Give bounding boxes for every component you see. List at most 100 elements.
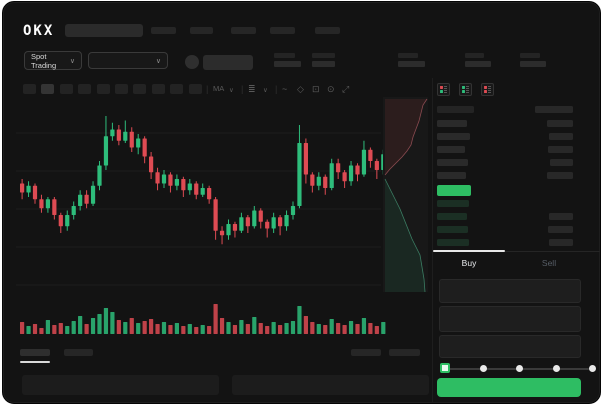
chevron-down-icon[interactable]: ∨ [263, 87, 268, 94]
slider-stop-dot[interactable] [516, 365, 523, 372]
nav-item-placeholder[interactable] [151, 27, 176, 34]
coin-icon [185, 55, 199, 69]
tab-sell[interactable]: Sell [541, 258, 557, 268]
red-mark [440, 87, 443, 90]
orderbook-amount-cell[interactable] [550, 159, 573, 166]
icon-row [484, 89, 491, 92]
bottom-tab-underline [20, 361, 50, 363]
bottom-action-placeholder[interactable] [351, 349, 381, 356]
interval-button[interactable] [151, 84, 165, 94]
ticker-stat-label [520, 53, 540, 58]
orderbook-price-cell[interactable] [437, 120, 467, 127]
line-mark [443, 88, 447, 90]
green-mark [462, 87, 465, 90]
pair-selector-dropdown[interactable]: ∨ [88, 52, 168, 69]
icon-row [462, 86, 469, 88]
ticker-stat-value [274, 61, 301, 67]
orderbook-price-cell[interactable] [437, 159, 468, 166]
tab-buy[interactable]: Buy [461, 258, 477, 268]
bottom-tab[interactable] [64, 349, 93, 356]
ticker-stat-value [312, 61, 335, 67]
tabs-divider [433, 251, 600, 252]
bottom-action-placeholder[interactable] [389, 349, 420, 356]
nav-item-placeholder[interactable] [315, 27, 340, 34]
line-mark [443, 89, 447, 91]
camera-icon[interactable]: ⊡ [312, 84, 320, 94]
active-tab-indicator [433, 250, 505, 252]
orderbook-amount-cell[interactable] [549, 239, 573, 246]
slider-stop-dot[interactable] [552, 365, 560, 372]
history-panel-placeholder [232, 375, 429, 395]
interval-button[interactable] [188, 84, 202, 94]
chevron-down-icon: ∨ [69, 57, 75, 65]
orderbook-price-cell[interactable] [437, 172, 466, 179]
orderbook-view-asks-icon[interactable] [481, 83, 494, 96]
line-mark [443, 91, 447, 93]
nav-item-placeholder[interactable] [190, 27, 213, 34]
settings-icon[interactable]: ⊙ [327, 84, 335, 94]
ma-indicator-label[interactable]: MA [213, 84, 225, 93]
interval-button[interactable] [78, 84, 92, 94]
order-form-field[interactable] [439, 306, 581, 332]
interval-button[interactable] [133, 84, 147, 94]
line-mark [465, 89, 469, 91]
fullscreen-icon[interactable]: ⤢ [342, 84, 350, 94]
orderbook-price-cell[interactable] [437, 146, 465, 153]
slider-stop-dot[interactable] [589, 365, 596, 372]
order-form-field[interactable] [439, 335, 581, 358]
pair-title-placeholder[interactable] [203, 55, 253, 70]
green-mark [440, 89, 443, 92]
line-mark [443, 86, 447, 88]
icon-row [440, 86, 447, 88]
line-mark [465, 88, 469, 90]
orderbook-amount-cell[interactable] [549, 133, 573, 140]
orderbook-amount-cell[interactable] [548, 226, 573, 233]
okx-logo[interactable]: OKX [23, 23, 55, 39]
green-mark [440, 91, 443, 93]
ticker-stat [312, 53, 335, 67]
orderbook-view-both-icon[interactable] [437, 83, 450, 96]
orderbook-price-cell[interactable] [437, 200, 469, 207]
orderbook-amount-cell[interactable] [549, 213, 573, 220]
chevron-down-icon: ∨ [155, 57, 161, 65]
market-type-dropdown[interactable]: Spot Trading ∨ [24, 51, 82, 70]
orderbook-amount-cell[interactable] [547, 172, 573, 179]
orderbook-amount-cell[interactable] [535, 106, 573, 113]
line-mark [487, 86, 491, 88]
line-mark [487, 88, 491, 90]
icon-row [484, 87, 491, 90]
orderbook-view-bids-icon[interactable] [459, 83, 472, 96]
last-price-badge[interactable] [437, 185, 471, 196]
candlestick-chart[interactable] [16, 97, 432, 342]
line-tool-icon[interactable]: ~ [282, 84, 288, 94]
slider-stop-dot[interactable] [479, 365, 487, 372]
interval-button[interactable] [59, 84, 73, 94]
interval-button[interactable] [115, 84, 128, 94]
chart-type-icon[interactable]: ≣ [248, 84, 256, 94]
nav-item-placeholder[interactable] [231, 27, 256, 34]
ticker-stat-label [274, 53, 295, 58]
orderbook-price-cell[interactable] [437, 226, 468, 233]
search-input[interactable] [65, 24, 143, 37]
orderbook-amount-cell[interactable] [547, 120, 573, 127]
measure-icon[interactable]: ◇ [297, 84, 304, 94]
interval-button[interactable] [96, 84, 110, 94]
orderbook-price-cell[interactable] [437, 239, 469, 246]
interval-button[interactable] [170, 84, 184, 94]
slider-handle[interactable] [440, 363, 450, 373]
orderbook-amount-cell[interactable] [548, 146, 573, 153]
ticker-stat [274, 53, 301, 67]
orderbook-price-cell[interactable] [437, 133, 470, 140]
interval-button[interactable] [41, 84, 55, 94]
orderbook-price-cell[interactable] [437, 106, 474, 113]
interval-button[interactable] [23, 84, 36, 94]
bottom-tab-active[interactable] [20, 349, 50, 356]
ticker-stat-label [312, 53, 335, 58]
buy-submit-button[interactable] [437, 378, 581, 397]
chevron-down-icon[interactable]: ∨ [229, 87, 234, 94]
icon-row [484, 86, 491, 88]
orderbook-price-cell[interactable] [437, 213, 467, 220]
order-form-field[interactable] [439, 279, 581, 303]
nav-item-placeholder[interactable] [270, 27, 295, 34]
divider: | [275, 84, 278, 94]
